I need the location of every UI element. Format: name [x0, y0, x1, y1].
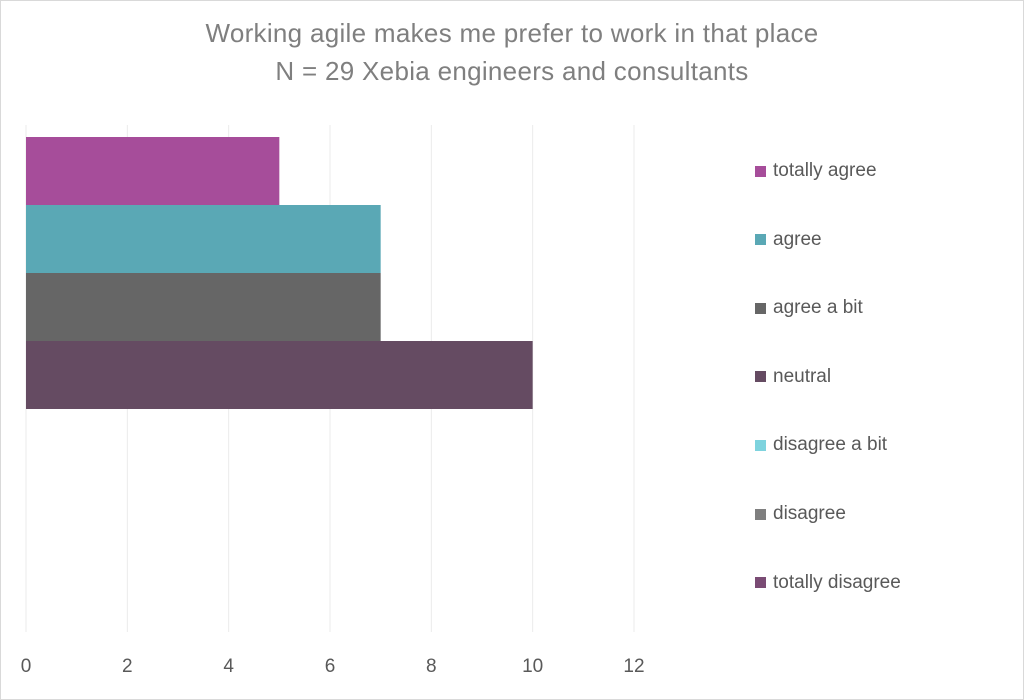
x-tick-label: 0 — [21, 656, 32, 677]
bar-agree — [26, 205, 381, 273]
legend-label: totally agree — [773, 160, 877, 181]
legend-swatch — [755, 302, 766, 314]
legend-item: totally agree — [755, 160, 877, 182]
legend-item: neutral — [755, 366, 831, 388]
legend-swatch — [755, 165, 766, 177]
legend-label: disagree — [773, 503, 846, 524]
x-tick-label: 10 — [522, 656, 543, 677]
legend-swatch — [755, 234, 766, 246]
bar-totally-agree — [26, 137, 280, 205]
legend-item: disagree a bit — [755, 434, 887, 456]
legend-swatch — [755, 577, 766, 589]
legend-label: agree — [773, 228, 822, 250]
x-tick-label: 6 — [325, 656, 336, 677]
x-tick-label: 4 — [223, 656, 234, 677]
x-axis-ticks: 0 2 4 6 8 10 12 — [21, 656, 645, 677]
legend-item: agree — [755, 229, 822, 251]
legend-item: totally disagree — [755, 572, 901, 594]
legend-label: disagree a bit — [773, 434, 888, 456]
legend-swatch — [755, 439, 766, 451]
x-tick-label: 12 — [623, 656, 644, 677]
x-tick-label: 8 — [426, 656, 437, 677]
x-tick-label: 2 — [122, 656, 133, 677]
legend-item: agree a bit — [755, 297, 863, 319]
bar-neutral — [26, 341, 533, 409]
bar-agree-a-bit — [26, 273, 381, 341]
legend-label: agree a bit — [773, 297, 863, 319]
legend-label: neutral — [773, 365, 832, 387]
legend-label: totally disagree — [773, 571, 901, 593]
bars — [26, 137, 533, 409]
chart-title: Working agile makes me prefer to work in… — [205, 18, 819, 48]
legend-item: disagree — [755, 503, 846, 525]
chart-subtitle: N = 29 Xebia engineers and consultants — [275, 56, 749, 86]
legend-swatch — [755, 371, 766, 383]
legend-swatch — [755, 508, 766, 520]
